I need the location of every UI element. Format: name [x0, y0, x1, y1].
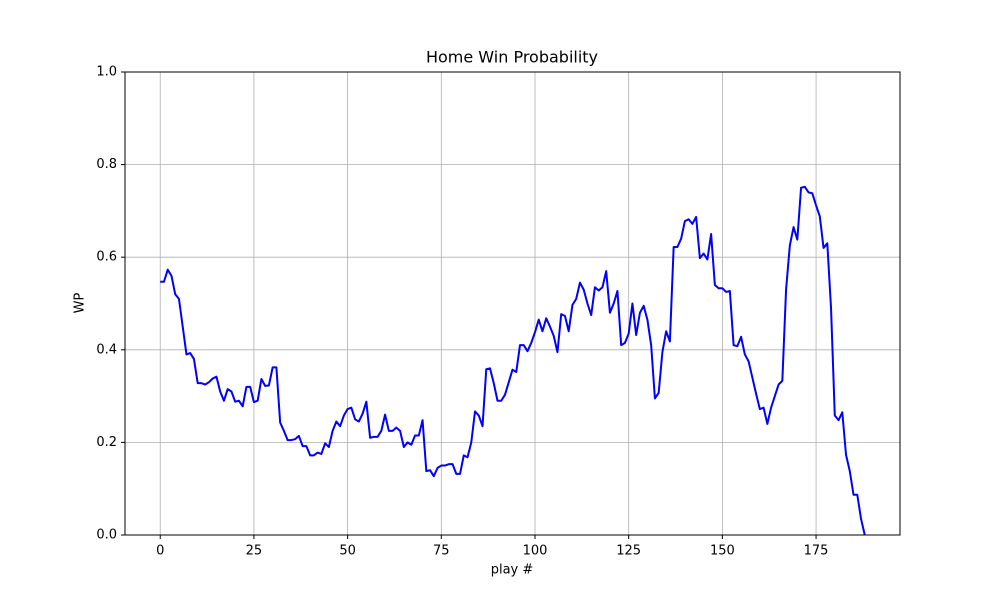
- y-tick-label: 0.6: [96, 250, 117, 265]
- x-axis-label: play #: [491, 563, 534, 578]
- y-tick-label: 0.0: [96, 528, 117, 543]
- x-tick-label: 175: [804, 544, 829, 559]
- x-tick-label: 100: [523, 544, 548, 559]
- x-tick-label: 25: [246, 544, 263, 559]
- y-tick-label: 0.2: [96, 435, 117, 450]
- plot-frame: [124, 71, 901, 536]
- x-tick-label: 125: [616, 544, 641, 559]
- y-tick-label: 0.8: [96, 157, 117, 172]
- x-tick-label: 50: [339, 544, 356, 559]
- x-tick-label: 0: [156, 544, 164, 559]
- data-line: [160, 185, 866, 536]
- chart-title: Home Win Probability: [426, 48, 598, 67]
- y-axis-label: WP: [73, 292, 88, 313]
- x-tick-label: 75: [433, 544, 450, 559]
- y-tick-label: 1.0: [96, 65, 117, 80]
- x-tick-label: 150: [710, 544, 735, 559]
- y-tick-label: 0.4: [96, 342, 117, 357]
